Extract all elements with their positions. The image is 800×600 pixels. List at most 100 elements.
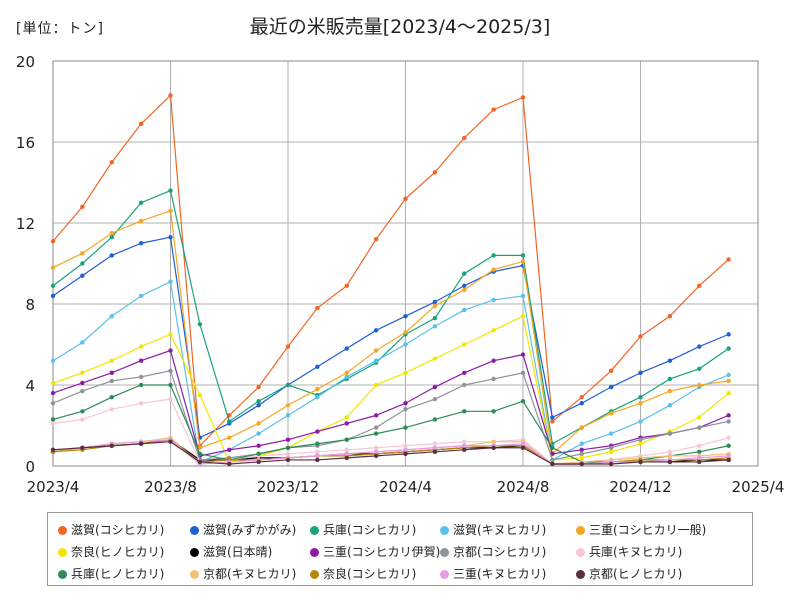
data-point bbox=[285, 413, 291, 418]
data-point bbox=[403, 451, 408, 457]
data-point bbox=[432, 356, 438, 361]
data-point bbox=[697, 443, 702, 448]
data-point bbox=[50, 293, 56, 299]
data-point bbox=[491, 253, 496, 258]
data-point bbox=[550, 415, 555, 420]
data-point bbox=[344, 455, 349, 461]
data-point bbox=[168, 93, 173, 98]
data-point bbox=[432, 384, 438, 390]
data-point bbox=[285, 457, 291, 463]
series-line bbox=[52, 210, 729, 456]
data-point bbox=[403, 313, 408, 319]
data-point bbox=[579, 401, 584, 406]
data-point bbox=[638, 441, 643, 446]
data-point bbox=[256, 451, 261, 457]
data-point bbox=[697, 344, 702, 349]
data-point bbox=[285, 451, 291, 457]
data-point bbox=[80, 388, 85, 394]
data-point bbox=[432, 315, 438, 321]
data-point bbox=[315, 364, 320, 369]
data-point bbox=[403, 425, 408, 430]
legend-item: 滋賀(日本晴) bbox=[190, 545, 272, 559]
legend-item: 滋賀(コシヒカリ) bbox=[58, 523, 164, 537]
data-point bbox=[579, 461, 584, 467]
data-point bbox=[285, 437, 291, 442]
legend-item: 京都(ヒノヒカリ) bbox=[576, 567, 682, 581]
data-point bbox=[80, 445, 85, 450]
data-point bbox=[315, 305, 320, 311]
data-point bbox=[80, 380, 85, 386]
tick-labels: 0 4 8 12 16 20 2023/4 2023/8 2023/12 2024/4 2024/8… bbox=[16, 53, 784, 496]
data-point bbox=[462, 409, 467, 414]
data-point bbox=[608, 411, 614, 416]
data-point bbox=[80, 417, 85, 422]
data-point bbox=[520, 253, 526, 258]
data-point bbox=[168, 348, 173, 353]
data-point bbox=[197, 451, 203, 457]
data-point bbox=[432, 324, 438, 329]
unit-label: [単位：トン] bbox=[16, 21, 104, 37]
legend-label: 三重(キヌヒカリ) bbox=[453, 567, 547, 581]
data-point bbox=[432, 299, 438, 305]
data-point bbox=[344, 451, 349, 457]
legend-label: 兵庫(ヒノヒカリ) bbox=[71, 567, 165, 581]
series-4 bbox=[50, 279, 731, 465]
data-point bbox=[109, 253, 114, 258]
data-point bbox=[373, 328, 379, 333]
legend-marker bbox=[576, 548, 585, 557]
data-point bbox=[608, 431, 614, 436]
legend-marker bbox=[58, 570, 67, 579]
legend-label: 京都(キヌヒカリ) bbox=[203, 567, 297, 581]
series-5 bbox=[50, 208, 731, 457]
data-point bbox=[667, 358, 673, 363]
data-point bbox=[315, 386, 320, 392]
data-point bbox=[462, 283, 467, 288]
data-point bbox=[197, 445, 203, 450]
data-point bbox=[373, 431, 379, 436]
chart-title: 最近の米販売量[2023/4〜2025/3] bbox=[249, 16, 551, 38]
data-point bbox=[520, 399, 526, 404]
data-point bbox=[109, 234, 114, 240]
data-point bbox=[491, 439, 496, 444]
legend-marker bbox=[190, 526, 199, 535]
data-point bbox=[726, 332, 731, 337]
data-point bbox=[168, 396, 173, 402]
data-point bbox=[80, 261, 85, 266]
data-point bbox=[109, 443, 114, 448]
data-point bbox=[315, 457, 320, 463]
data-point bbox=[491, 328, 496, 333]
data-point bbox=[726, 390, 731, 396]
data-point bbox=[109, 394, 114, 400]
data-point bbox=[50, 283, 56, 288]
data-point bbox=[638, 334, 643, 339]
data-point bbox=[168, 208, 173, 214]
data-point bbox=[138, 441, 144, 446]
legend-marker bbox=[190, 548, 199, 557]
data-point bbox=[109, 313, 114, 319]
data-point bbox=[462, 342, 467, 347]
legend-item: 京都(キヌヒカリ) bbox=[190, 567, 296, 581]
data-point bbox=[168, 234, 173, 240]
data-point bbox=[697, 425, 702, 430]
data-point bbox=[491, 376, 496, 382]
y-tick-label: 20 bbox=[16, 53, 35, 71]
data-point bbox=[50, 447, 56, 452]
legend-item: 奈良(コシヒカリ) bbox=[310, 567, 416, 581]
data-point bbox=[550, 461, 555, 467]
data-point bbox=[80, 204, 85, 209]
data-point bbox=[50, 380, 56, 386]
data-point bbox=[462, 135, 467, 141]
legend-marker bbox=[440, 570, 449, 579]
data-point bbox=[726, 453, 731, 459]
legend-label: 京都(ヒノヒカリ) bbox=[589, 567, 683, 581]
x-tick-label: 2025/4 bbox=[732, 478, 785, 496]
data-point bbox=[726, 419, 731, 424]
data-point bbox=[638, 459, 643, 465]
data-point bbox=[520, 445, 526, 450]
series-line bbox=[52, 94, 730, 448]
data-point bbox=[491, 267, 496, 272]
series-1 bbox=[50, 93, 731, 448]
legend-label: 兵庫(コシヒカリ) bbox=[323, 523, 417, 537]
data-point bbox=[80, 370, 85, 376]
